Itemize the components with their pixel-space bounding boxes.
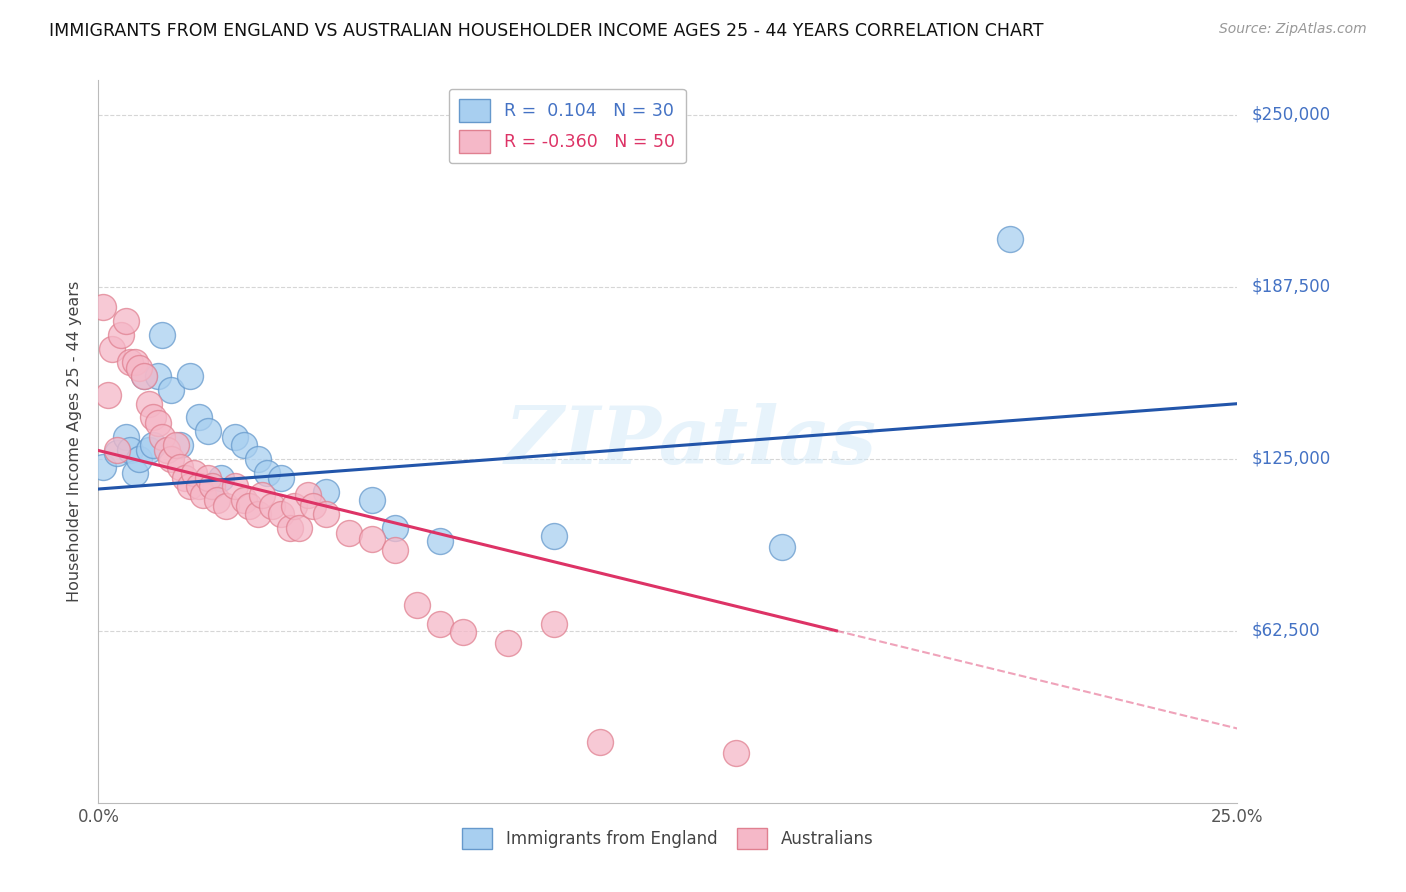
Point	[197, 471, 219, 485]
Point	[132, 369, 155, 384]
Point	[297, 487, 319, 501]
Point	[315, 507, 337, 521]
Point	[301, 499, 323, 513]
Point	[120, 355, 142, 369]
Point	[114, 430, 136, 444]
Point	[288, 520, 311, 534]
Point	[146, 416, 169, 430]
Point	[169, 438, 191, 452]
Point	[224, 430, 246, 444]
Point	[238, 499, 260, 513]
Point	[998, 231, 1021, 245]
Point	[105, 443, 128, 458]
Text: $62,500: $62,500	[1251, 622, 1320, 640]
Point	[256, 466, 278, 480]
Point	[270, 507, 292, 521]
Point	[174, 471, 197, 485]
Point	[187, 410, 209, 425]
Point	[770, 540, 793, 554]
Point	[201, 479, 224, 493]
Point	[96, 388, 118, 402]
Point	[224, 479, 246, 493]
Point	[193, 487, 215, 501]
Point	[260, 499, 283, 513]
Point	[169, 460, 191, 475]
Point	[128, 360, 150, 375]
Point	[183, 466, 205, 480]
Point	[101, 342, 124, 356]
Point	[156, 443, 179, 458]
Point	[205, 493, 228, 508]
Point	[110, 327, 132, 342]
Point	[725, 746, 748, 760]
Point	[233, 438, 256, 452]
Point	[337, 526, 360, 541]
Text: IMMIGRANTS FROM ENGLAND VS AUSTRALIAN HOUSEHOLDER INCOME AGES 25 - 44 YEARS CORR: IMMIGRANTS FROM ENGLAND VS AUSTRALIAN HO…	[49, 22, 1043, 40]
Point	[146, 369, 169, 384]
Text: ZIPatlas: ZIPatlas	[505, 403, 877, 480]
Point	[246, 451, 269, 466]
Text: $250,000: $250,000	[1251, 105, 1330, 124]
Point	[179, 479, 201, 493]
Point	[128, 451, 150, 466]
Point	[124, 355, 146, 369]
Point	[498, 636, 520, 650]
Point	[201, 479, 224, 493]
Point	[384, 520, 406, 534]
Point	[187, 479, 209, 493]
Point	[160, 383, 183, 397]
Point	[138, 397, 160, 411]
Point	[429, 616, 451, 631]
Point	[588, 735, 610, 749]
Point	[150, 327, 173, 342]
Point	[138, 443, 160, 458]
Point	[165, 438, 187, 452]
Point	[283, 499, 305, 513]
Point	[142, 410, 165, 425]
Point	[543, 529, 565, 543]
Y-axis label: Householder Income Ages 25 - 44 years: Householder Income Ages 25 - 44 years	[67, 281, 83, 602]
Point	[120, 443, 142, 458]
Text: Source: ZipAtlas.com: Source: ZipAtlas.com	[1219, 22, 1367, 37]
Point	[252, 487, 274, 501]
Legend: Immigrants from England, Australians: Immigrants from England, Australians	[456, 822, 880, 856]
Point	[179, 369, 201, 384]
Point	[278, 520, 301, 534]
Point	[543, 616, 565, 631]
Point	[360, 532, 382, 546]
Point	[91, 460, 114, 475]
Point	[233, 493, 256, 508]
Point	[91, 301, 114, 315]
Point	[429, 534, 451, 549]
Point	[270, 471, 292, 485]
Point	[124, 466, 146, 480]
Point	[105, 446, 128, 460]
Point	[360, 493, 382, 508]
Point	[384, 542, 406, 557]
Point	[160, 451, 183, 466]
Text: $187,500: $187,500	[1251, 277, 1330, 296]
Point	[197, 424, 219, 438]
Point	[451, 625, 474, 640]
Point	[215, 499, 238, 513]
Point	[406, 598, 429, 612]
Point	[114, 314, 136, 328]
Text: $125,000: $125,000	[1251, 450, 1330, 467]
Point	[150, 430, 173, 444]
Point	[209, 471, 232, 485]
Point	[246, 507, 269, 521]
Point	[142, 438, 165, 452]
Point	[132, 369, 155, 384]
Point	[315, 484, 337, 499]
